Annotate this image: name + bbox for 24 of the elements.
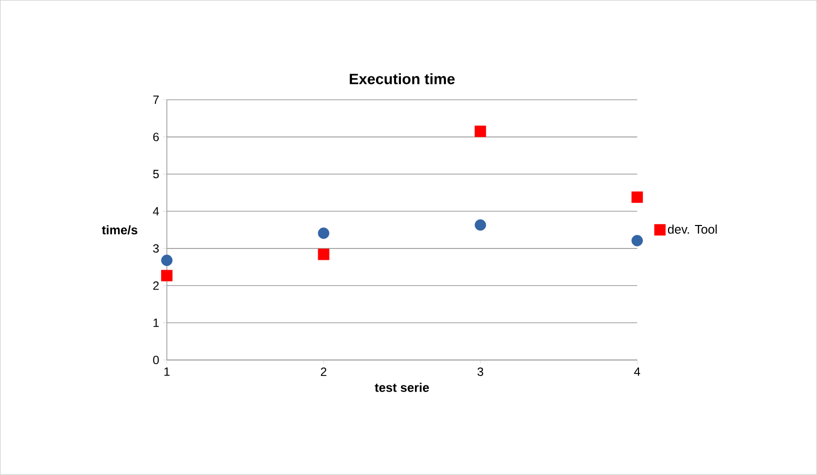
point — [161, 270, 173, 282]
y-tick-label: 3 — [153, 244, 159, 253]
y-axis-title: time/s — [102, 225, 138, 235]
x-tick-label: 1 — [164, 368, 170, 376]
point — [474, 219, 486, 231]
x-tick-label: 4 — [634, 368, 640, 376]
chart-title: Execution time — [350, 73, 455, 84]
point — [318, 248, 330, 260]
point — [161, 254, 173, 266]
y-tick-label: 1 — [154, 318, 159, 328]
y-tick-label: 5 — [153, 170, 159, 178]
y-tick-label: 4 — [152, 207, 159, 216]
y-tick-label: 0 — [153, 356, 159, 364]
point — [631, 235, 643, 246]
y-tick-label: 2 — [153, 282, 159, 290]
y-tick-label: 6 — [153, 132, 159, 142]
point — [474, 126, 486, 138]
x-tick-label: 3 — [478, 368, 484, 376]
point — [631, 192, 643, 203]
point — [318, 228, 330, 240]
x-axis-title: test serie — [374, 382, 429, 392]
legend-label: dev. Tool — [668, 224, 717, 234]
x-tick-label: 2 — [320, 368, 326, 376]
y-tick-label: 7 — [153, 96, 159, 104]
